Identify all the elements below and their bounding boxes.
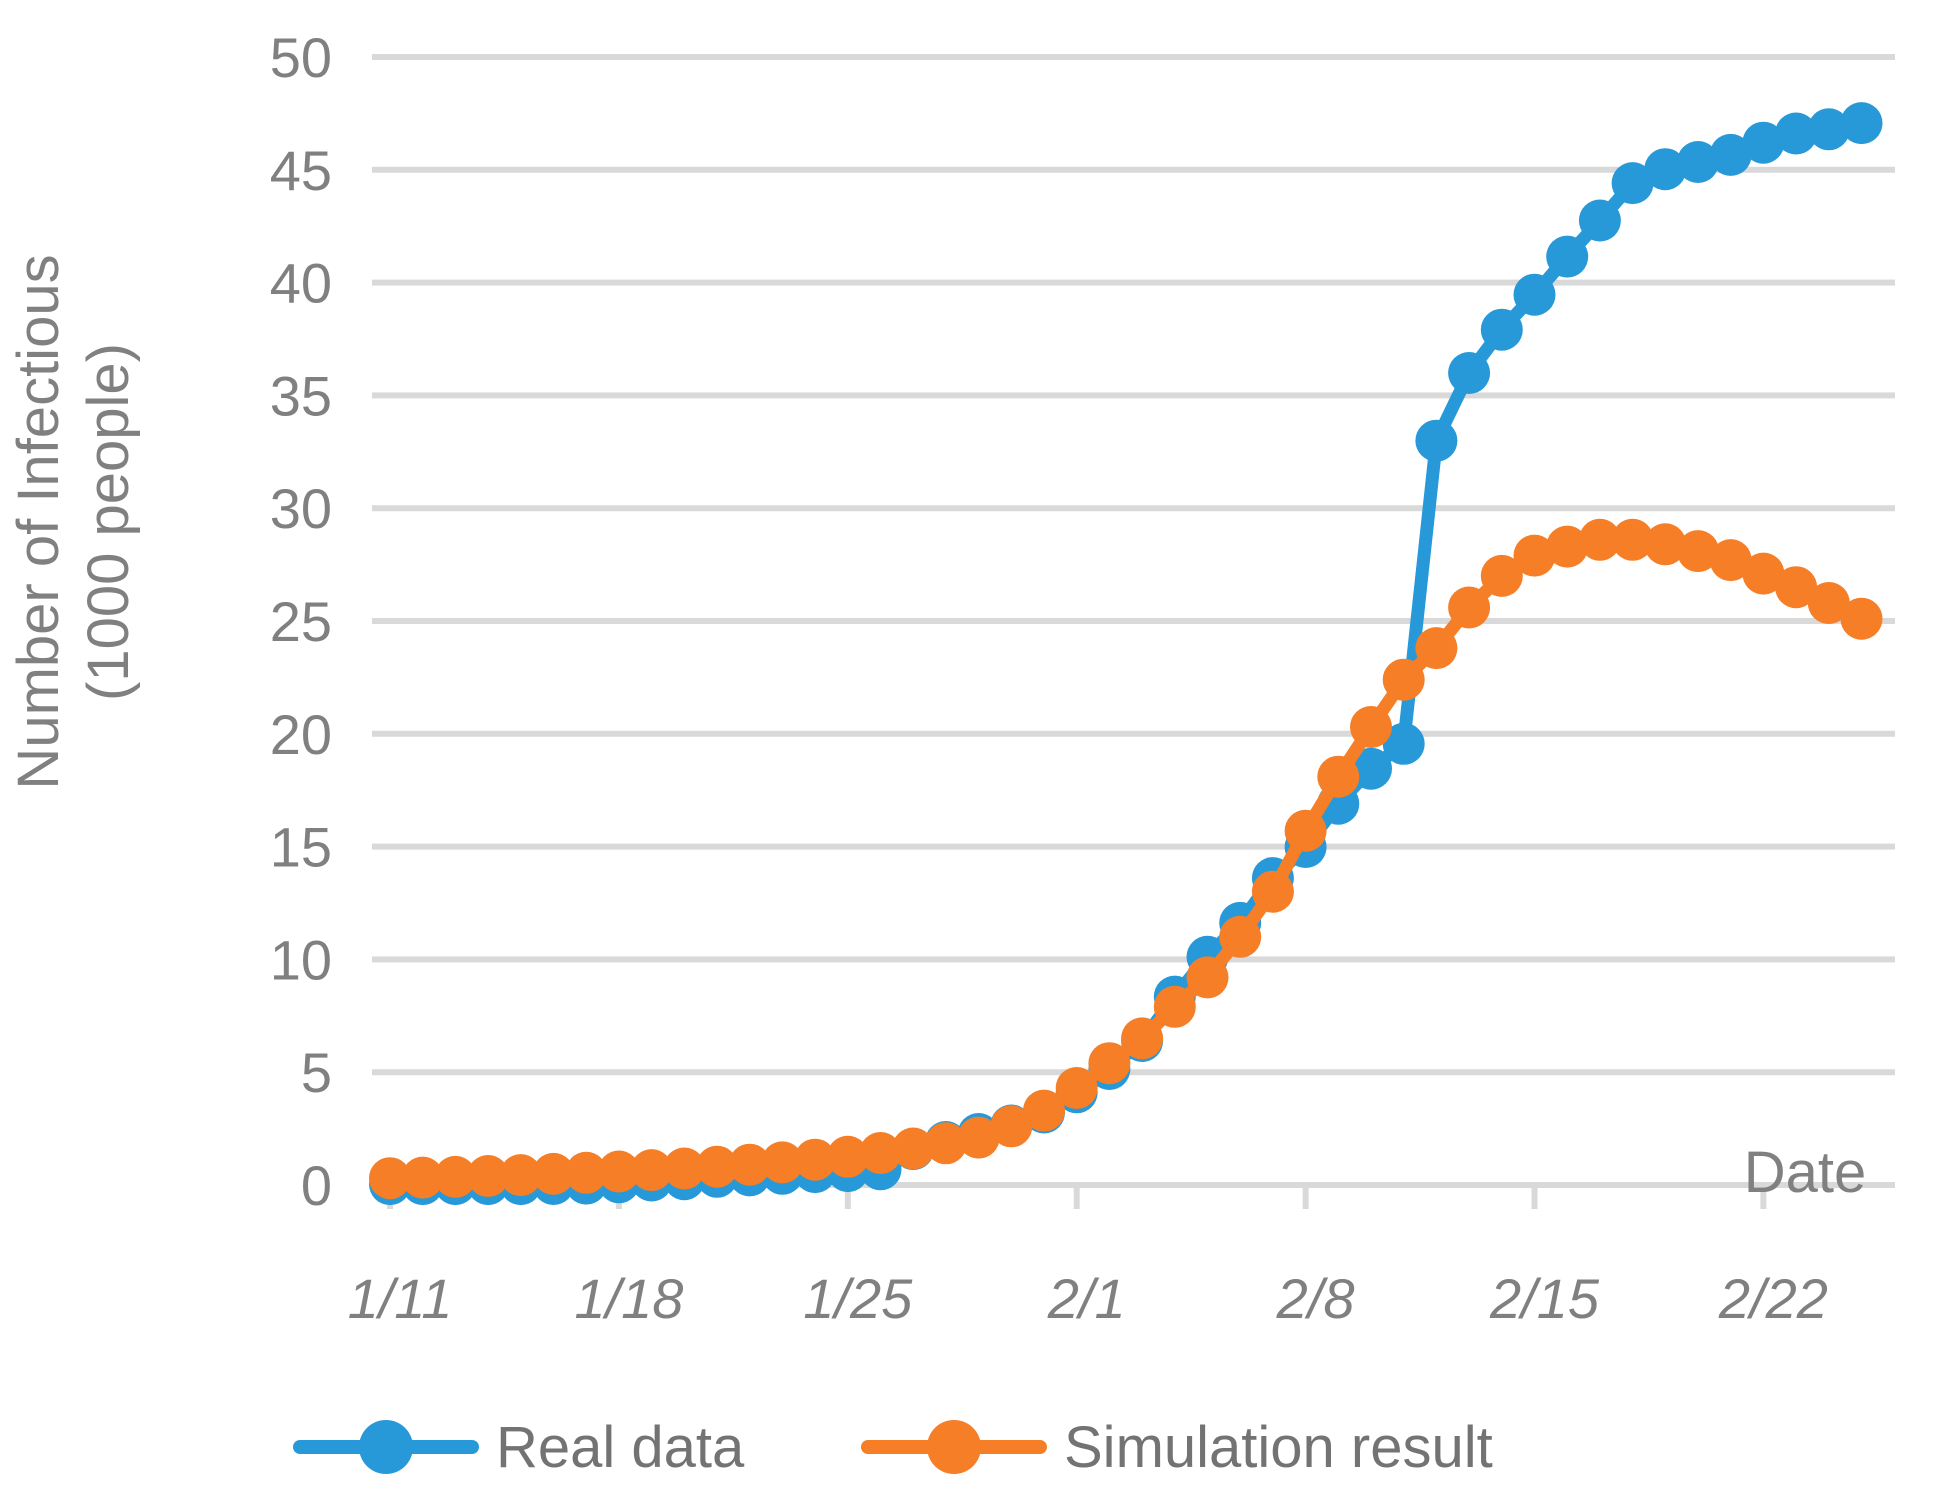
simulation-result-point	[1644, 523, 1687, 566]
y-tick-label: 10	[270, 928, 332, 991]
real-data-point	[1415, 419, 1458, 462]
real-data-legend-label: Real data	[496, 1415, 745, 1480]
real-data-point	[1546, 235, 1589, 278]
simulation-result-point	[1350, 706, 1392, 748]
real-data-point	[1448, 352, 1491, 394]
legend-item-real-data: Real data	[293, 1415, 745, 1480]
real-data-point	[1644, 148, 1687, 191]
simulation-result-point	[990, 1105, 1033, 1148]
simulation-result-point	[696, 1145, 738, 1188]
simulation-result-point	[597, 1150, 640, 1193]
simulation-result-point	[1546, 525, 1589, 568]
simulation-result-point	[1023, 1089, 1065, 1132]
y-tick-label: 45	[270, 139, 332, 202]
legend-item-simulation-result: Simulation result	[861, 1415, 1493, 1480]
y-tick-label: 30	[270, 477, 332, 540]
simulation-result-point	[1219, 915, 1262, 958]
simulation-result-point	[1480, 554, 1523, 597]
y-tick-label: 25	[270, 590, 332, 653]
y-tick-label: 20	[270, 703, 332, 766]
real-data-point	[1513, 273, 1556, 316]
simulation-result-point	[957, 1116, 1000, 1159]
y-axis-title-line2: (1000 people)	[76, 343, 141, 701]
x-axis-tick-labels: 1/11 1/18 1/25 2/1 2/8 2/15 2/22	[348, 1267, 1828, 1330]
real-data-point	[1677, 141, 1719, 183]
simulation-result-point	[434, 1155, 477, 1198]
real-data-point	[1480, 308, 1523, 351]
simulation-result-point	[1807, 582, 1850, 624]
y-tick-label: 40	[270, 252, 332, 315]
simulation-result-point	[1055, 1067, 1098, 1109]
simulation-result-point	[859, 1132, 902, 1174]
real-data-point	[1382, 722, 1425, 765]
simulation-result-point	[794, 1138, 837, 1181]
simulation-result-legend-marker	[927, 1420, 981, 1474]
simulation-result-point	[1448, 586, 1491, 629]
simulation-result-point	[1840, 597, 1883, 640]
x-tick-label: 2/15	[1489, 1267, 1600, 1330]
simulation-result-point	[1251, 870, 1294, 913]
simulation-result-point	[728, 1143, 771, 1186]
simulation-result-point	[630, 1149, 673, 1192]
simulation-result-point	[1611, 518, 1654, 561]
series-layer	[369, 102, 1883, 1206]
y-axis-tick-labels: 0 5 10 15 20 25 30 35 40 45 50	[270, 26, 332, 1217]
simulation-result-point	[1513, 534, 1556, 577]
simulation-result-point	[1284, 809, 1327, 852]
legend: Real data Simulation result	[293, 1415, 1493, 1480]
x-tick-label: 1/11	[348, 1267, 453, 1330]
simulation-result-point	[1415, 627, 1458, 670]
x-axis-title: Date	[1744, 1140, 1867, 1205]
simulation-result-point	[1775, 566, 1818, 609]
simulation-result-point	[1709, 539, 1752, 582]
simulation-result-point	[1317, 755, 1360, 798]
simulation-result-point	[1153, 985, 1196, 1028]
real-data-point	[1611, 162, 1654, 205]
y-tick-label: 35	[270, 364, 332, 427]
real-data-point	[1742, 121, 1785, 164]
simulation-result-point	[1578, 518, 1621, 561]
simulation-result-point	[1121, 1017, 1164, 1060]
simulation-result-point	[892, 1127, 935, 1170]
simulation-result-point	[369, 1157, 411, 1200]
real-data-point	[1709, 133, 1752, 176]
y-tick-label: 50	[270, 26, 332, 89]
simulation-result-point	[499, 1154, 542, 1197]
x-tick-label: 2/8	[1276, 1267, 1355, 1330]
simulation-result-point	[826, 1135, 869, 1178]
real-data-point	[1350, 747, 1392, 790]
simulation-result-point	[663, 1147, 706, 1190]
real-data-point	[1807, 108, 1850, 151]
simulation-result-point	[1186, 956, 1229, 999]
simulation-result-point	[532, 1152, 575, 1195]
simulation-result-point	[467, 1155, 510, 1197]
real-data-point	[1840, 102, 1883, 145]
x-tick-label: 2/1	[1047, 1267, 1126, 1330]
gridlines	[372, 54, 1895, 1188]
simulation-result-line	[383, 533, 1868, 1185]
real-data-point	[1578, 199, 1621, 242]
simulation-result-legend-label: Simulation result	[1064, 1415, 1493, 1480]
simulation-result-point	[401, 1156, 444, 1199]
simulation-result-point	[565, 1151, 608, 1194]
y-tick-label: 0	[301, 1154, 332, 1217]
simulation-result-point	[1088, 1042, 1131, 1085]
y-axis-title-line1: Number of Infectious	[6, 254, 71, 789]
x-tick-label: 1/25	[803, 1267, 913, 1330]
x-tick-label: 1/18	[574, 1267, 683, 1330]
real-data-legend-marker	[359, 1420, 413, 1474]
x-tick-label: 2/22	[1718, 1267, 1828, 1330]
simulation-result-point	[1742, 552, 1785, 595]
real-data-point	[1775, 112, 1818, 155]
y-tick-label: 5	[301, 1041, 332, 1104]
simulation-result-point	[1382, 658, 1425, 701]
y-tick-label: 15	[270, 816, 332, 879]
simulation-result-point	[1677, 530, 1719, 573]
simulation-result-point	[761, 1141, 804, 1184]
simulation-result-point	[924, 1122, 967, 1165]
